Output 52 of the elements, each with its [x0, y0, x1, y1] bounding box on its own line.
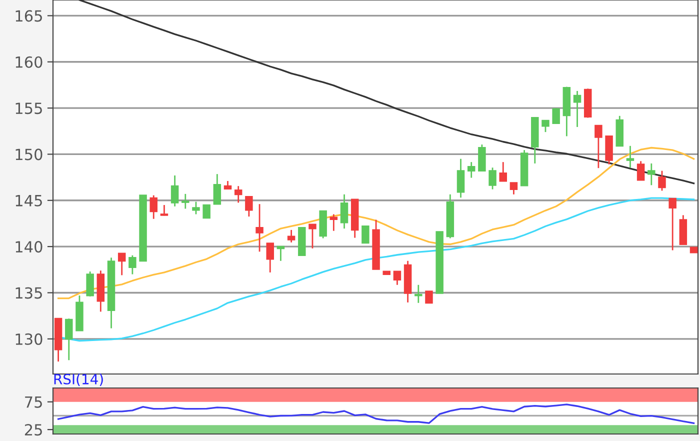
y-tick-label: 160 [16, 56, 42, 68]
y-tick-label: 150 [16, 148, 42, 160]
candlestick [287, 229, 296, 244]
candlestick [266, 242, 274, 274]
y-tick-label: 155 [16, 102, 42, 114]
line-series [57, 146, 695, 300]
candlestick [308, 224, 316, 250]
candlestick [128, 254, 136, 275]
candlestick [256, 203, 264, 252]
candlestick [118, 252, 126, 276]
candlestick [594, 124, 602, 169]
candlestick [330, 214, 338, 232]
candlestick [362, 226, 370, 244]
y-tick-label: 130 [16, 333, 42, 345]
candlestick [510, 182, 518, 196]
candlestick [542, 120, 550, 133]
candlestick [552, 107, 560, 124]
y-tick-label: 165 [16, 10, 42, 22]
candlestick [65, 318, 73, 361]
candlestick [499, 161, 507, 182]
candlestick [170, 174, 179, 208]
y-tick-label: 145 [16, 195, 42, 206]
candlestick [234, 185, 242, 204]
candlestick [467, 161, 476, 178]
y-tick-label: 135 [16, 287, 42, 299]
candlestick [488, 166, 496, 190]
candlestick [202, 204, 210, 219]
candlestick [276, 246, 285, 262]
line-series [57, 404, 695, 424]
candlestick [340, 194, 348, 230]
candlestick [150, 194, 158, 220]
candlestick [414, 284, 422, 304]
chart-title: RSI(14) [54, 374, 103, 386]
candlestick [213, 173, 222, 205]
candlestick [648, 162, 656, 186]
candlestick [658, 170, 666, 192]
candlestick [160, 204, 168, 216]
candlestick [573, 90, 582, 128]
candlestick [192, 201, 200, 215]
candlestick [626, 145, 634, 168]
candlestick [425, 290, 433, 304]
candlestick [636, 160, 645, 181]
candlestick [182, 193, 190, 210]
y-tick-label: 25 [24, 424, 42, 436]
candlestick [393, 270, 402, 286]
y-tick-label: 140 [16, 241, 42, 253]
candlestick [456, 158, 465, 198]
candlestick [245, 196, 253, 218]
candlestick [86, 270, 94, 298]
candlestick [668, 198, 676, 251]
candlestick [478, 144, 486, 172]
y-tick-label: 75 [25, 396, 42, 408]
